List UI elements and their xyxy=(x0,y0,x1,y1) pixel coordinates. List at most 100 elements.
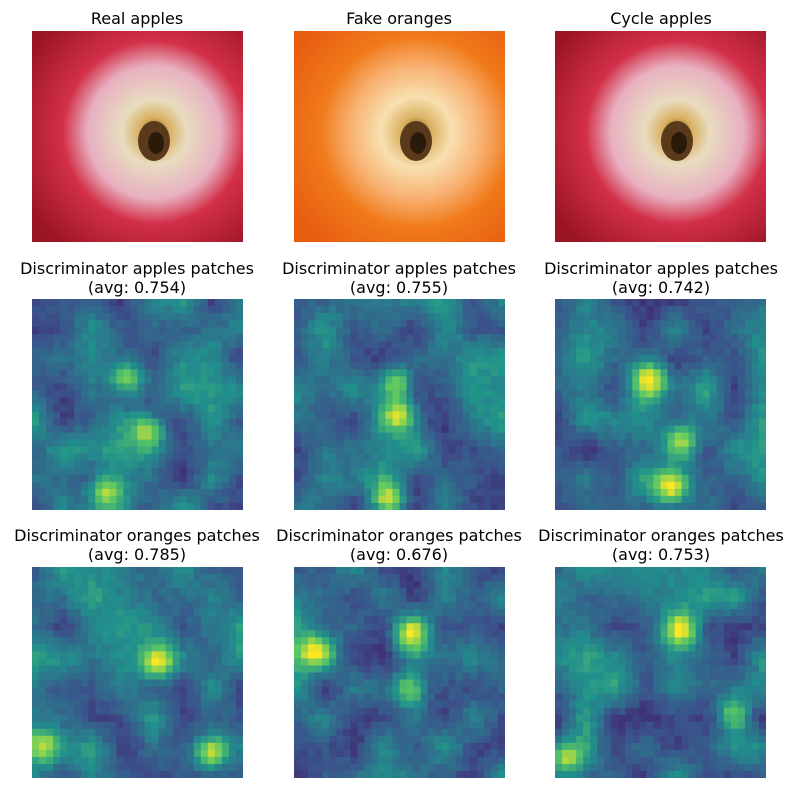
heatmap-cell xyxy=(144,637,152,645)
heatmap-cell xyxy=(308,623,316,631)
heatmap-cell xyxy=(53,383,61,391)
heatmap-cell xyxy=(399,770,407,778)
heatmap-cell xyxy=(67,397,75,405)
heatmap-cell xyxy=(228,362,237,370)
heatmap-cell xyxy=(597,411,605,419)
heatmap-cell xyxy=(301,651,309,659)
heatmap-cell xyxy=(193,495,202,504)
heatmap-cell xyxy=(123,686,131,694)
heatmap-cell xyxy=(46,320,54,328)
heatmap-cell xyxy=(702,602,711,610)
heatmap-cell xyxy=(497,390,505,398)
heatmap-cell xyxy=(235,404,243,412)
heatmap-cell xyxy=(399,446,407,455)
heatmap-cell xyxy=(737,439,746,448)
heatmap-cell xyxy=(364,658,372,666)
heatmap-cell xyxy=(214,770,223,778)
heatmap-cell xyxy=(95,623,103,631)
heatmap-cell xyxy=(109,390,117,398)
heatmap-cell xyxy=(441,630,450,638)
heatmap-cell xyxy=(228,369,237,377)
heatmap-cell xyxy=(39,602,47,610)
heatmap-cell xyxy=(483,672,492,680)
heatmap-cell xyxy=(364,425,372,434)
heatmap-cell xyxy=(483,502,492,510)
heatmap-cell xyxy=(39,411,47,419)
heatmap-cell xyxy=(406,376,414,384)
heatmap-cell xyxy=(716,411,725,419)
heatmap-cell xyxy=(625,404,633,412)
heatmap-cell xyxy=(667,581,675,589)
heatmap-cell xyxy=(81,623,89,631)
heatmap-cell xyxy=(53,453,61,462)
heatmap-cell xyxy=(639,418,647,426)
heatmap-cell xyxy=(597,595,605,603)
heatmap-cell xyxy=(350,609,358,617)
heatmap-cell xyxy=(723,320,732,328)
heatmap-cell xyxy=(158,355,167,363)
heatmap-cell xyxy=(490,749,499,758)
heatmap-cell xyxy=(695,588,704,596)
heatmap-cell xyxy=(434,651,443,659)
heatmap-cell xyxy=(653,306,661,314)
heatmap-cell xyxy=(207,588,216,596)
heatmap-cell xyxy=(343,770,351,778)
apple-photo xyxy=(555,31,766,242)
heatmap-cell xyxy=(730,651,739,659)
heatmap-cell xyxy=(207,334,216,342)
heatmap-cell xyxy=(193,453,202,462)
heatmap-cell xyxy=(569,334,577,342)
heatmap-cell xyxy=(357,623,365,631)
heatmap-cell xyxy=(639,574,647,582)
heatmap-cell xyxy=(744,453,753,462)
heatmap-cell xyxy=(476,495,485,504)
heatmap-cell xyxy=(350,735,358,744)
heatmap-cell xyxy=(228,502,237,510)
heatmap-cell xyxy=(95,362,103,370)
heatmap-cell xyxy=(646,637,654,645)
heatmap-cell xyxy=(165,460,174,469)
heatmap-cell xyxy=(308,362,316,370)
heatmap-cell xyxy=(399,609,407,617)
heatmap-cell xyxy=(74,502,82,510)
heatmap-cell xyxy=(569,665,577,673)
heatmap-cell xyxy=(144,488,152,497)
heatmap-cell xyxy=(681,439,690,448)
heatmap-cell xyxy=(737,418,746,426)
heatmap-cell xyxy=(67,320,75,328)
heatmap-cell xyxy=(555,630,563,638)
heatmap-cell xyxy=(228,397,237,405)
heatmap-cell xyxy=(646,651,654,659)
heatmap-cell xyxy=(716,418,725,426)
heatmap-cell xyxy=(667,418,675,426)
heatmap-cell xyxy=(723,567,732,575)
heatmap-cell xyxy=(674,616,682,624)
heatmap-cell xyxy=(301,355,309,363)
heatmap-cell xyxy=(67,334,75,342)
heatmap-cell xyxy=(576,588,584,596)
heatmap-cell xyxy=(413,637,421,645)
heatmap-cell xyxy=(751,651,760,659)
heatmap-cell xyxy=(315,714,323,723)
heatmap-cell xyxy=(214,714,223,723)
heatmap-cell xyxy=(308,700,316,709)
heatmap-cell xyxy=(462,404,471,412)
heatmap-cell xyxy=(476,707,485,716)
heatmap-cell xyxy=(315,362,323,370)
heatmap-cell xyxy=(137,320,145,328)
heatmap-cell xyxy=(476,474,485,483)
heatmap-cell xyxy=(667,665,675,673)
heatmap-cell xyxy=(39,348,47,356)
heatmap-cell xyxy=(315,616,323,624)
heatmap-cell xyxy=(434,320,443,328)
heatmap-cell xyxy=(455,693,464,702)
heatmap-cell xyxy=(364,313,372,321)
heatmap-cell xyxy=(413,602,421,610)
heatmap-cell xyxy=(123,693,131,702)
heatmap-cell xyxy=(378,637,386,645)
heatmap-cell xyxy=(462,588,471,596)
heatmap-cell xyxy=(716,432,725,441)
heatmap-cell xyxy=(427,693,436,702)
heatmap-cell xyxy=(576,658,584,666)
heatmap-cell xyxy=(315,742,323,751)
